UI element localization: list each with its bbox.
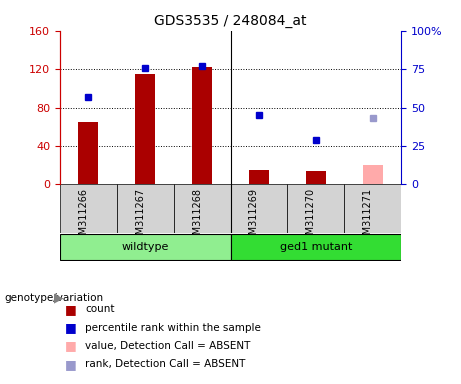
Bar [306, 171, 326, 184]
Text: ged1 mutant: ged1 mutant [280, 242, 352, 252]
Text: ■: ■ [65, 358, 76, 371]
Text: percentile rank within the sample: percentile rank within the sample [85, 323, 261, 333]
Bar [174, 184, 230, 233]
Bar [344, 184, 401, 233]
Text: genotype/variation: genotype/variation [5, 293, 104, 303]
Bar [60, 234, 230, 260]
Text: GSM311268: GSM311268 [192, 188, 202, 247]
Text: rank, Detection Call = ABSENT: rank, Detection Call = ABSENT [85, 359, 246, 369]
Text: GSM311270: GSM311270 [306, 188, 316, 247]
Text: GSM311267: GSM311267 [135, 188, 145, 247]
Title: GDS3535 / 248084_at: GDS3535 / 248084_at [154, 14, 307, 28]
Text: GSM311269: GSM311269 [249, 188, 259, 247]
Text: ▶: ▶ [54, 291, 64, 304]
Bar [117, 184, 174, 233]
Bar [192, 67, 212, 184]
Text: value, Detection Call = ABSENT: value, Detection Call = ABSENT [85, 341, 251, 351]
Bar [363, 165, 383, 184]
Text: GSM311266: GSM311266 [78, 188, 89, 247]
Bar [230, 184, 287, 233]
Bar [78, 122, 98, 184]
Text: ■: ■ [65, 303, 76, 316]
Text: wildtype: wildtype [122, 242, 169, 252]
Text: ■: ■ [65, 339, 76, 353]
Bar [230, 234, 401, 260]
Bar [135, 74, 155, 184]
Text: ■: ■ [65, 321, 76, 334]
Bar [249, 170, 269, 184]
Bar [60, 184, 117, 233]
Text: count: count [85, 304, 115, 314]
Text: GSM311271: GSM311271 [363, 188, 372, 247]
Bar [287, 184, 344, 233]
